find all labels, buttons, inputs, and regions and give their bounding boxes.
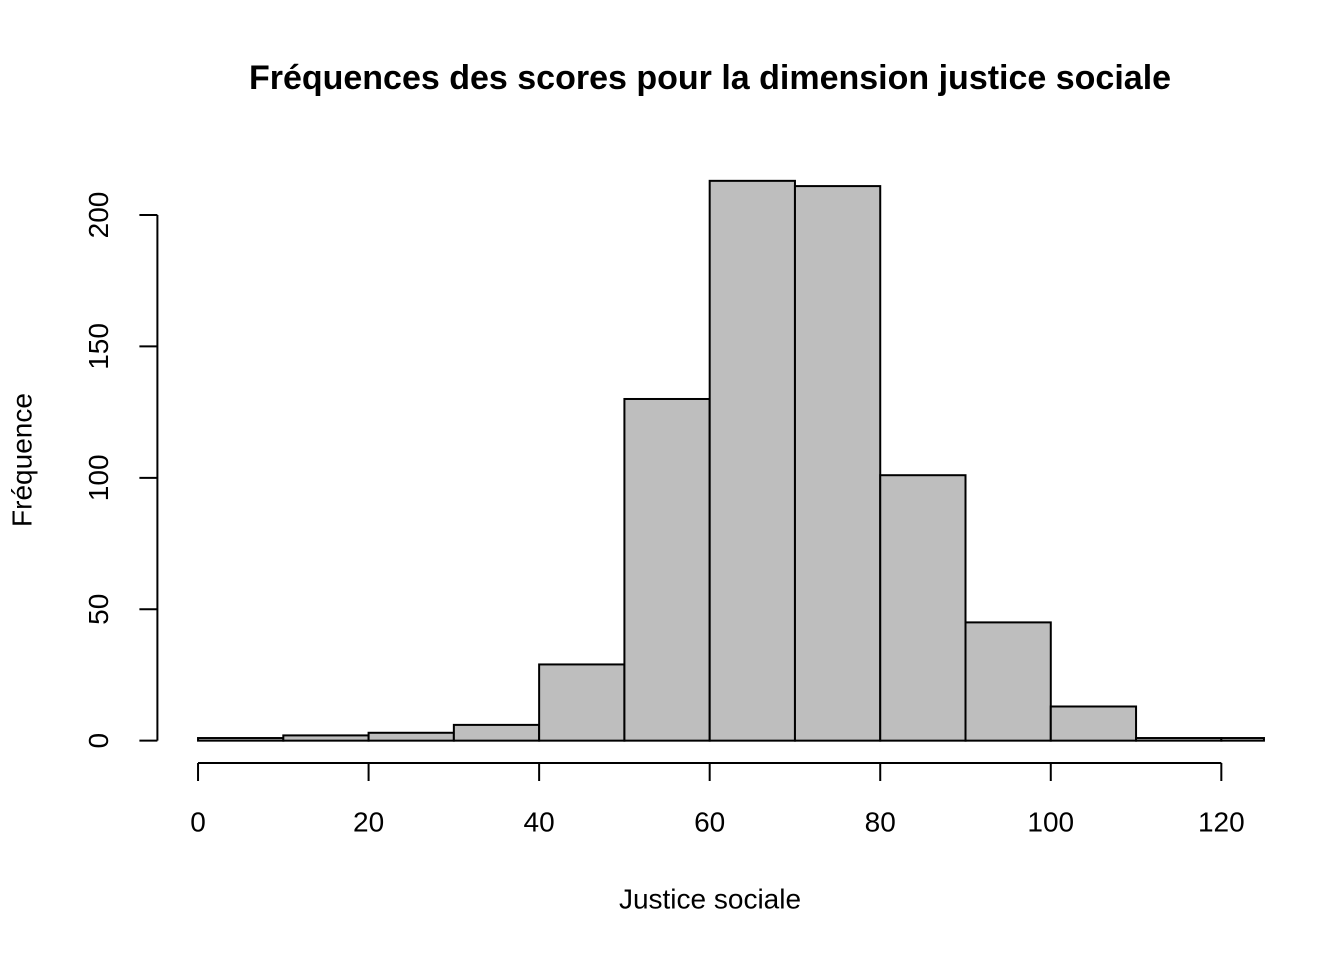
bar <box>197 737 285 742</box>
bar <box>879 474 967 742</box>
y-tick-label: 50 <box>83 594 114 625</box>
x-tick-label: 80 <box>865 806 896 837</box>
bar <box>708 179 796 742</box>
bar <box>282 734 370 742</box>
bar <box>452 723 541 742</box>
x-tick-label: 20 <box>353 806 384 837</box>
y-tick-label: 200 <box>83 192 114 239</box>
chart-title: Fréquences des scores pour la dimension … <box>249 59 1171 97</box>
bar <box>1049 705 1138 742</box>
x-tick-label: 0 <box>190 806 206 837</box>
bar <box>793 185 882 742</box>
bar <box>538 663 626 742</box>
bar <box>1220 737 1265 742</box>
bar <box>367 731 455 742</box>
x-tick-label: 100 <box>1027 806 1074 837</box>
x-tick-label: 120 <box>1198 806 1245 837</box>
y-tick-label: 150 <box>83 323 114 370</box>
y-tick-label: 0 <box>83 733 114 749</box>
x-axis-label: Justice sociale <box>619 883 801 914</box>
bar <box>1135 737 1223 742</box>
bar <box>623 397 711 742</box>
bar <box>964 621 1052 742</box>
x-tick-label: 40 <box>524 806 555 837</box>
x-tick-label: 60 <box>694 806 725 837</box>
y-tick-label: 100 <box>83 454 114 501</box>
y-axis-label: Fréquence <box>6 393 37 527</box>
